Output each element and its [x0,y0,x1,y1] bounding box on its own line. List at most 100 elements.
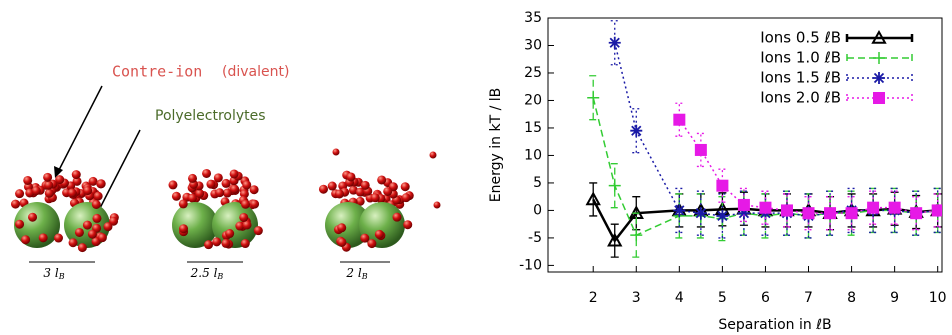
counterion [360,233,370,243]
counterion [82,220,92,230]
x-axis-label: Separation in ℓB [718,317,831,333]
counterion [87,229,97,239]
counterion [400,182,410,192]
counterion [374,229,384,239]
counterion [346,172,356,182]
counterion [91,199,101,209]
marker [737,198,750,211]
counterion-label: Contre-ion [112,63,202,81]
y-tick-label: 35 [524,10,542,26]
counterion [206,179,216,189]
y-tick-label: -10 [519,257,542,273]
marker [585,191,601,206]
legend-line [845,34,914,42]
series-line [614,42,938,217]
counterion [253,226,263,236]
counterion [44,188,54,198]
counterion [71,170,81,180]
error-bar [589,75,598,121]
legend-line [846,74,913,82]
counterion [230,184,240,194]
counterion [240,239,250,249]
plot: -10 -5 0 5 10 15 20 25 30 35 2 3 4 5 6 7 8 9 10 Energy in k… [488,10,947,333]
counterion [235,221,245,231]
counterion [178,199,188,209]
counterion [72,176,82,186]
marker [630,124,643,137]
counterion [401,193,411,203]
legend-label: Ions 1.5 ℓB [760,69,841,87]
counterion [88,176,98,186]
counterion [171,191,181,201]
y-tick-label: 25 [524,65,542,81]
marker [759,201,772,214]
polyelectrolyte [359,202,405,248]
counterion [241,199,251,209]
counterion [15,189,25,199]
counterion-note: (divalent) [222,64,289,80]
counterion [332,148,340,156]
counterion [318,184,328,194]
marker [888,201,901,214]
counterion [43,172,53,182]
counterion [392,212,402,222]
counterion [348,185,358,195]
marker [694,143,707,156]
counterion [92,213,102,223]
marker [694,207,707,220]
counterion [23,175,33,185]
counterion [11,199,21,209]
counterion [221,238,231,248]
counterion [327,181,337,191]
marker [873,52,885,64]
counterion [179,224,189,234]
counterion [433,201,441,209]
x-tick-label: 7 [804,290,813,306]
counterion [168,180,178,190]
counterion [222,188,232,198]
marker [910,207,923,220]
x-tick-label: 9 [890,290,899,306]
counterion [195,189,205,199]
x-tick-label: 2 [589,290,598,306]
counterion [68,238,78,248]
counterion [355,187,365,197]
counterion [109,216,119,226]
x-tick-label: 4 [675,290,684,306]
counterion [360,180,370,190]
scale-label: 2.5 lB [190,266,224,282]
counterion [370,193,380,203]
counterion [355,196,365,206]
counterion [74,227,84,237]
arrow [97,129,141,213]
scale-label: 3 lB [43,266,64,282]
polyelectrolyte [325,202,371,248]
counterion [188,173,198,183]
counterion [204,240,214,250]
x-tick-label: 10 [929,290,947,306]
y-tick-label: 5 [533,175,542,191]
counterion [44,180,54,190]
counterion [55,175,65,185]
x-tick-label: 6 [761,290,770,306]
counterion [250,199,260,209]
marker [802,207,815,220]
y-tick-label: 0 [533,202,542,218]
counterion [383,186,393,196]
marker [845,207,858,220]
marker [716,209,729,222]
marker [673,113,686,126]
counterion [337,237,347,247]
counterion [429,151,437,159]
counterion [31,186,41,196]
counterion [77,243,87,253]
counterion [239,212,249,222]
scale-label: 2 lB [345,266,367,282]
marker [630,229,643,242]
counterion [96,179,106,189]
legend-label: Ions 0.5 ℓB [760,29,841,47]
x-tick-label: 8 [847,290,856,306]
counterion [242,220,252,230]
illustration: Contre-ion (divalent) Polyelectrolytes 3… [11,63,441,282]
x-tick-label: 5 [718,290,727,306]
